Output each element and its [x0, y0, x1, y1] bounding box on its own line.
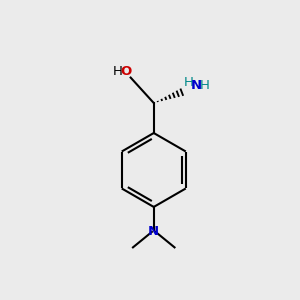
Text: N: N [148, 225, 159, 238]
Text: N: N [191, 79, 202, 92]
Text: H: H [113, 65, 123, 78]
Text: H: H [184, 76, 193, 89]
Text: H: H [200, 79, 210, 92]
Text: O: O [121, 65, 132, 78]
